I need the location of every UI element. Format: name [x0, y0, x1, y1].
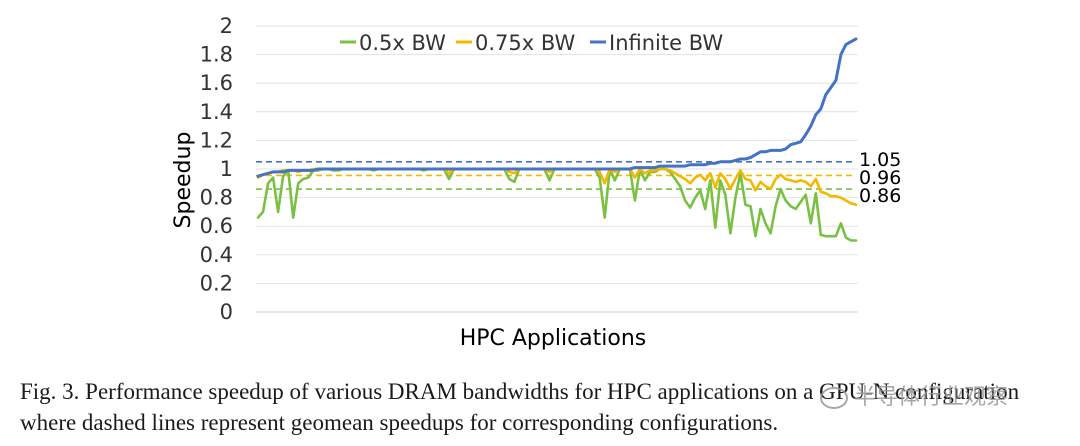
y-tick-label: 0 [220, 300, 233, 324]
watermark-text: 半导体行业观察 [854, 385, 1009, 410]
geomean-label: 0.86 [859, 185, 901, 207]
legend-entry: 0.75x BW [475, 31, 576, 55]
geomean-label: 0.96 [859, 167, 901, 189]
caption-line-2: where dashed lines represent geomean spe… [20, 410, 779, 435]
series-line [256, 37, 858, 178]
wechat-icon [820, 387, 848, 409]
y-tick-label: 1.4 [200, 100, 233, 124]
legend: 0.5x BW 0.75x BW Infinite BW [340, 31, 723, 55]
caption-line-1: Fig. 3. Performance speedup of various D… [20, 379, 1020, 404]
speedup-chart: 0 0.2 0.4 0.6 0.8 1 1.2 1.4 1.6 1.8 2 1.050.960.86… [171, 14, 901, 351]
y-axis-title: Speedup [171, 132, 196, 229]
geomean-reference-lines: 1.050.960.86 [256, 149, 901, 207]
y-tick-label: 0.2 [200, 271, 233, 295]
y-tick-label: 0.6 [200, 214, 233, 238]
legend-entry: 0.5x BW [359, 31, 446, 55]
y-tick-label: 1.6 [200, 71, 233, 95]
y-tick-label: 0.4 [200, 243, 233, 267]
y-tick-label: 1.8 [200, 43, 233, 67]
geomean-label: 1.05 [859, 149, 901, 171]
legend-entry: Infinite BW [609, 31, 723, 55]
y-tick-label: 0.8 [200, 186, 233, 210]
series-line [256, 167, 858, 242]
y-tick-label: 1.2 [200, 128, 233, 152]
figure-caption: Fig. 3. Performance speedup of various D… [20, 376, 1070, 438]
data-series [256, 37, 858, 242]
y-tick-labels: 0 0.2 0.4 0.6 0.8 1 1.2 1.4 1.6 1.8 2 [200, 14, 233, 324]
x-axis-title: HPC Applications [460, 326, 647, 351]
series-line [256, 167, 858, 207]
y-tick-label: 1 [220, 157, 233, 181]
watermark: 半导体行业观察 [820, 379, 1008, 411]
y-tick-label: 2 [220, 14, 233, 38]
